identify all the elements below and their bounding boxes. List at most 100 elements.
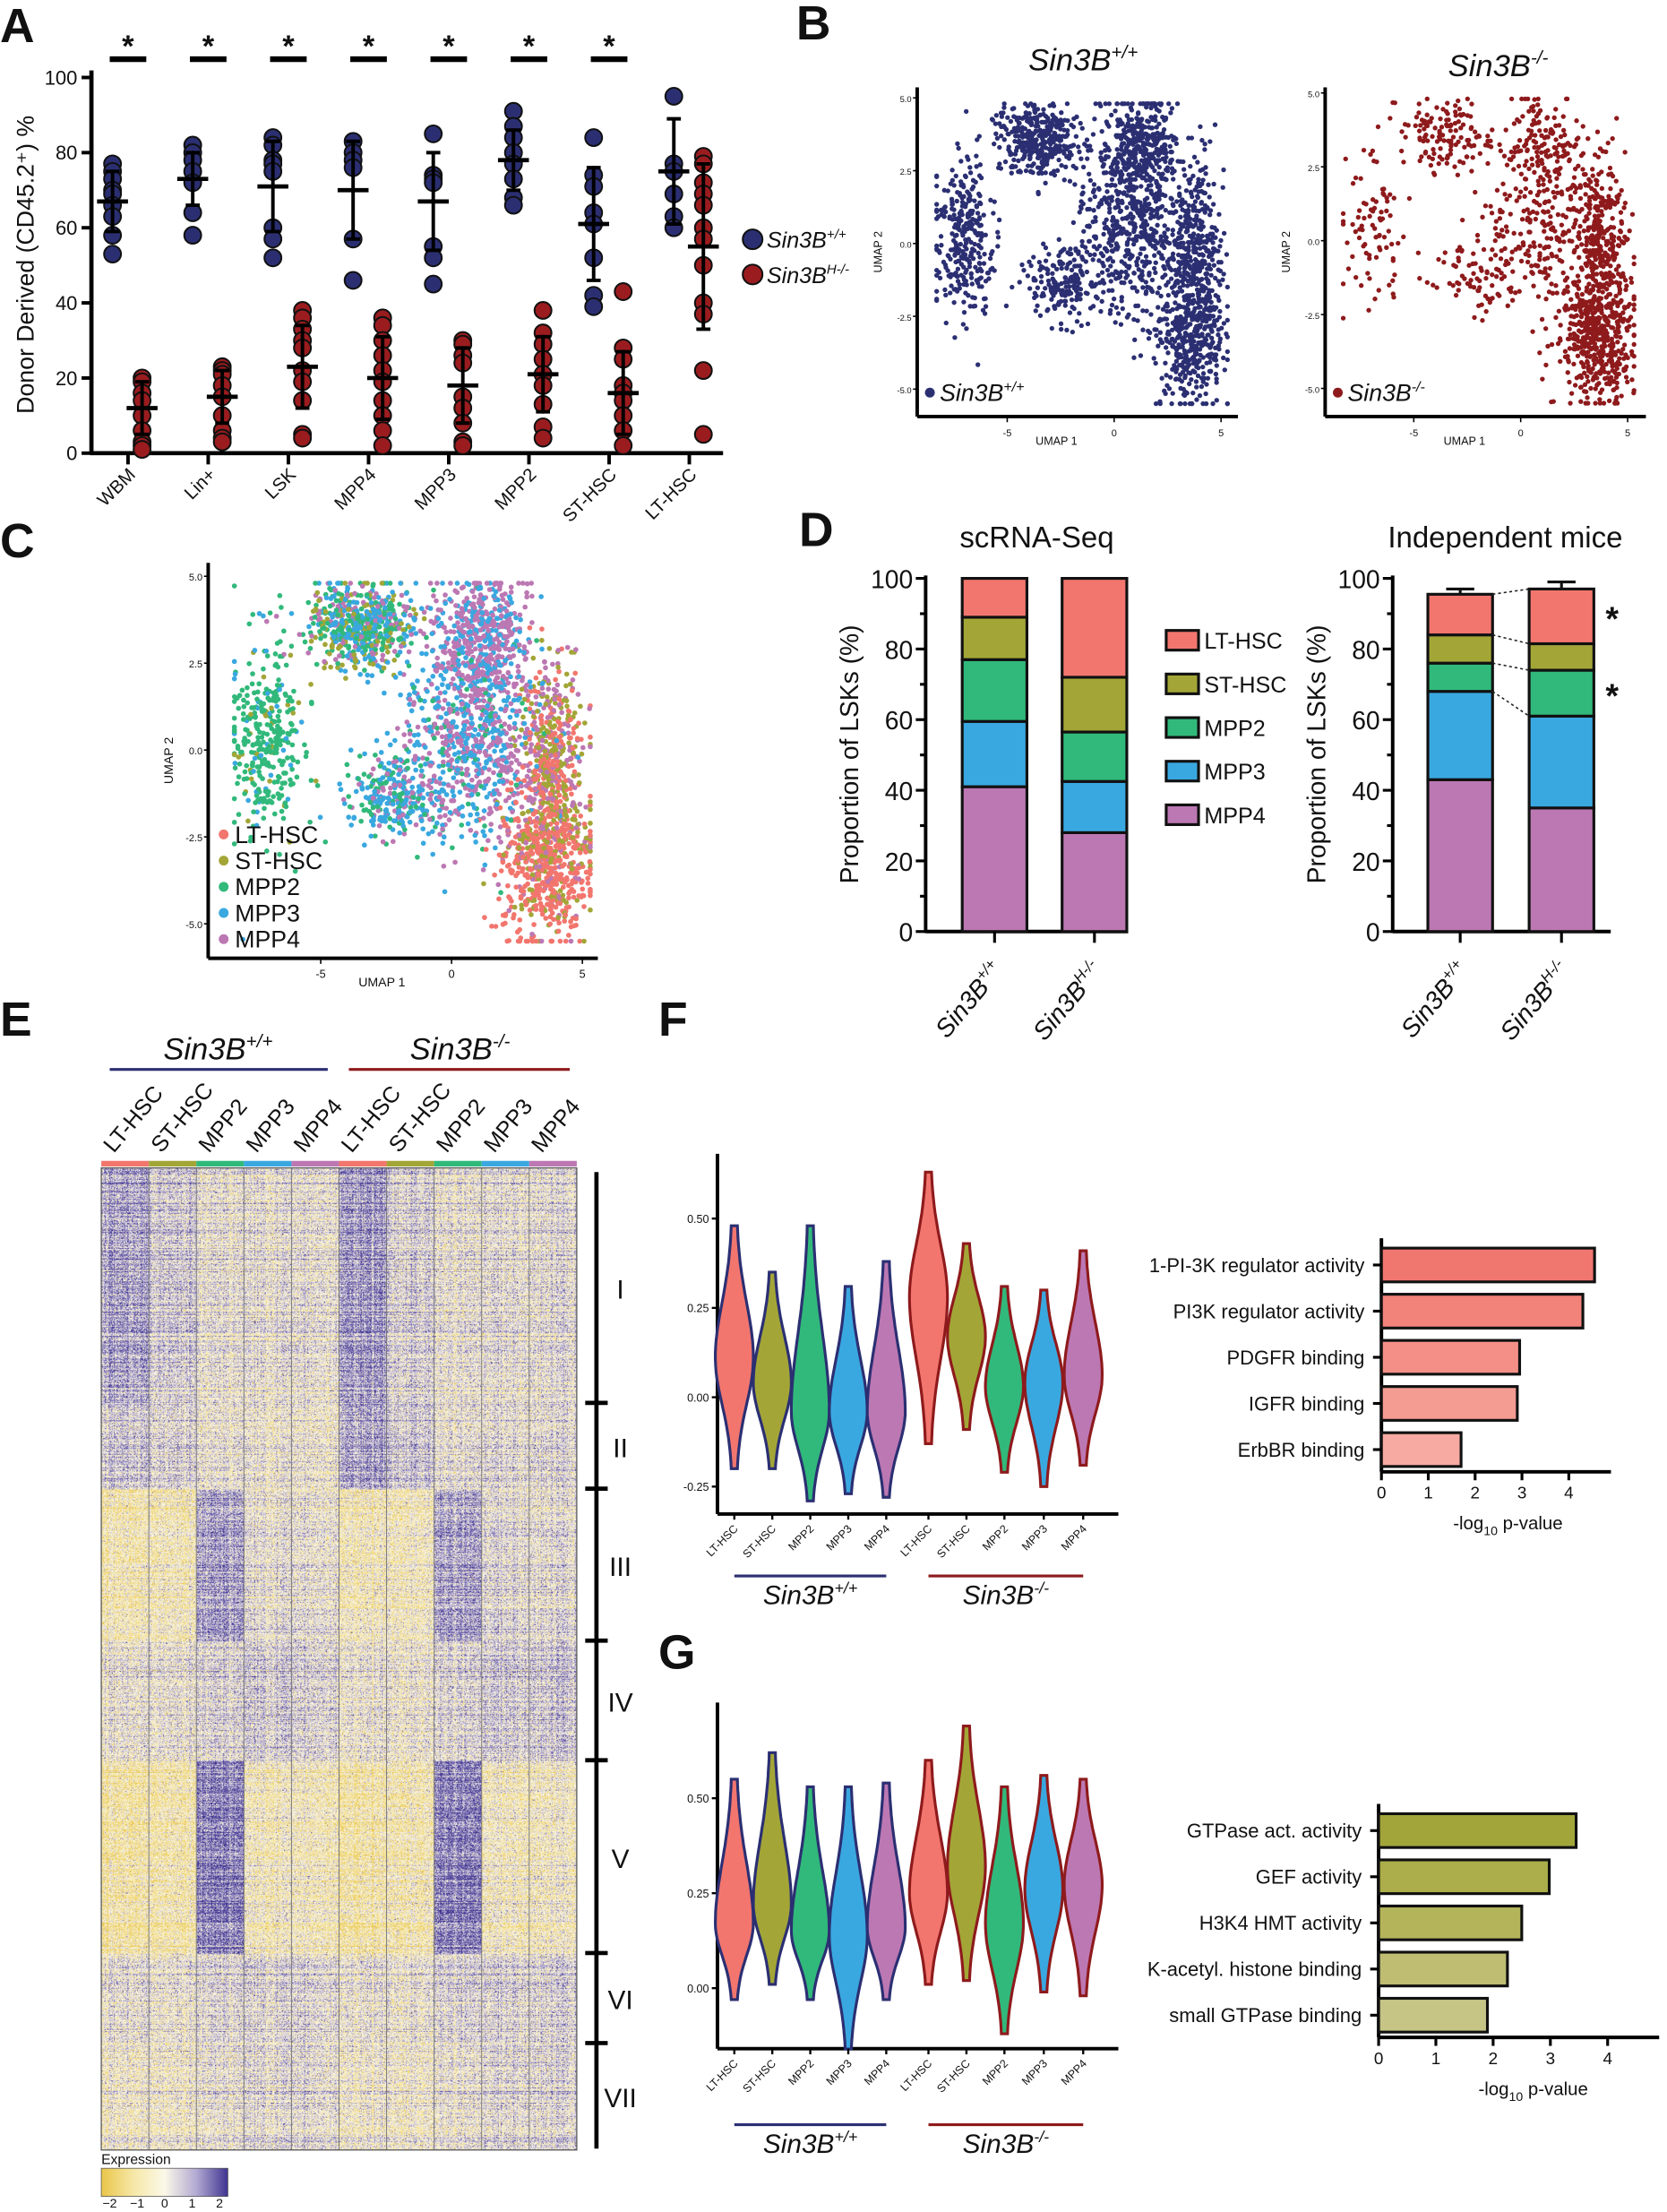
umap-point bbox=[1199, 137, 1205, 143]
umap-point bbox=[1164, 322, 1170, 327]
umap-point bbox=[1485, 160, 1491, 167]
umap-point bbox=[1185, 271, 1190, 277]
umap-point bbox=[952, 253, 958, 258]
umap-point bbox=[1370, 148, 1376, 154]
significance-asterisk: * bbox=[363, 30, 375, 64]
umap-point bbox=[1153, 270, 1158, 276]
umap-point bbox=[1579, 291, 1585, 297]
umap-point bbox=[523, 938, 529, 944]
umap-point bbox=[1543, 152, 1549, 159]
umap-point bbox=[1165, 263, 1171, 268]
umap-point bbox=[1603, 361, 1609, 367]
umap-point bbox=[1220, 277, 1225, 282]
umap-point bbox=[1182, 356, 1188, 361]
umap-point bbox=[1591, 266, 1596, 271]
umap-point bbox=[1492, 237, 1498, 244]
umap-point bbox=[1085, 206, 1090, 212]
umap-point bbox=[1481, 246, 1487, 253]
umap-point bbox=[964, 326, 969, 331]
umap-point bbox=[1451, 263, 1456, 268]
umap-point bbox=[1455, 248, 1460, 254]
umap-point bbox=[1065, 132, 1070, 137]
umap-point bbox=[1617, 314, 1623, 319]
umap-point bbox=[1032, 295, 1037, 301]
umap-point bbox=[1554, 150, 1560, 155]
data-point bbox=[614, 435, 633, 455]
umap-point bbox=[1430, 133, 1435, 140]
umap-point bbox=[1525, 96, 1531, 102]
umap-point bbox=[1583, 400, 1588, 406]
umap-point bbox=[1130, 221, 1136, 227]
umap-point bbox=[1128, 279, 1133, 285]
umap-point bbox=[1183, 332, 1189, 338]
umap-point bbox=[1190, 391, 1196, 396]
data-point bbox=[453, 435, 473, 455]
umap-point bbox=[1033, 308, 1038, 314]
umap-point bbox=[1209, 257, 1216, 263]
umap-point bbox=[1610, 216, 1615, 221]
umap-point bbox=[1146, 101, 1152, 107]
umap-point bbox=[1595, 288, 1602, 294]
umap-point bbox=[957, 286, 962, 291]
umap-point bbox=[1473, 189, 1478, 195]
umap-point bbox=[1575, 244, 1580, 250]
umap-point bbox=[983, 296, 988, 301]
umap-point bbox=[1126, 172, 1131, 177]
umap-point bbox=[1213, 371, 1219, 377]
umap-point bbox=[953, 222, 958, 228]
umap-point bbox=[961, 194, 967, 199]
umap-point bbox=[1548, 153, 1553, 159]
umap-point bbox=[1472, 314, 1477, 321]
umap-point bbox=[539, 626, 545, 632]
umap-point bbox=[1080, 184, 1086, 190]
umap-point bbox=[1217, 244, 1223, 249]
umap-point bbox=[1577, 209, 1582, 214]
umap-point bbox=[1086, 223, 1091, 229]
umap-point bbox=[1542, 245, 1547, 251]
umap-point bbox=[441, 834, 447, 840]
umap-point bbox=[1078, 156, 1084, 161]
umap-point bbox=[1575, 353, 1581, 358]
umap-point bbox=[1482, 203, 1489, 209]
umap-point bbox=[1616, 271, 1621, 277]
umap-point bbox=[940, 208, 945, 213]
umap-point bbox=[528, 742, 535, 747]
umap-point bbox=[1077, 210, 1082, 215]
umap-point bbox=[1093, 101, 1098, 107]
umap-point bbox=[1581, 228, 1586, 234]
umap-point bbox=[419, 768, 425, 774]
umap-point bbox=[960, 255, 967, 262]
umap-point bbox=[990, 117, 995, 123]
umap-point bbox=[1131, 147, 1138, 152]
umap-point bbox=[374, 737, 380, 744]
umap-point bbox=[1021, 267, 1027, 273]
umap-point bbox=[1144, 235, 1149, 241]
umap-point bbox=[1180, 344, 1185, 349]
umap-point bbox=[1188, 266, 1193, 271]
umap-point bbox=[1532, 144, 1537, 151]
umap-point bbox=[963, 237, 968, 243]
umap-point bbox=[1016, 125, 1021, 131]
umap-point bbox=[296, 700, 302, 706]
umap-point bbox=[1177, 400, 1183, 407]
umap-point bbox=[1164, 282, 1169, 288]
umap-point bbox=[1588, 353, 1594, 359]
umap-point bbox=[1098, 150, 1104, 155]
umap-point bbox=[1183, 255, 1189, 261]
umap-point bbox=[1136, 110, 1141, 116]
umap-point bbox=[967, 219, 973, 225]
umap-point bbox=[1631, 341, 1637, 348]
umap-point bbox=[1187, 233, 1193, 238]
umap-point bbox=[1104, 217, 1109, 222]
umap-point bbox=[1501, 274, 1508, 280]
umap-point bbox=[1158, 237, 1164, 243]
umap-point bbox=[1428, 162, 1434, 168]
umap-point bbox=[1181, 274, 1186, 280]
umap-point bbox=[1594, 129, 1601, 134]
umap-point bbox=[1050, 271, 1055, 276]
umap-point bbox=[1128, 201, 1133, 206]
umap-point bbox=[955, 266, 961, 271]
x-tick-label: 0 bbox=[1518, 428, 1524, 439]
umap-point bbox=[359, 802, 365, 808]
umap-point bbox=[1108, 279, 1113, 284]
